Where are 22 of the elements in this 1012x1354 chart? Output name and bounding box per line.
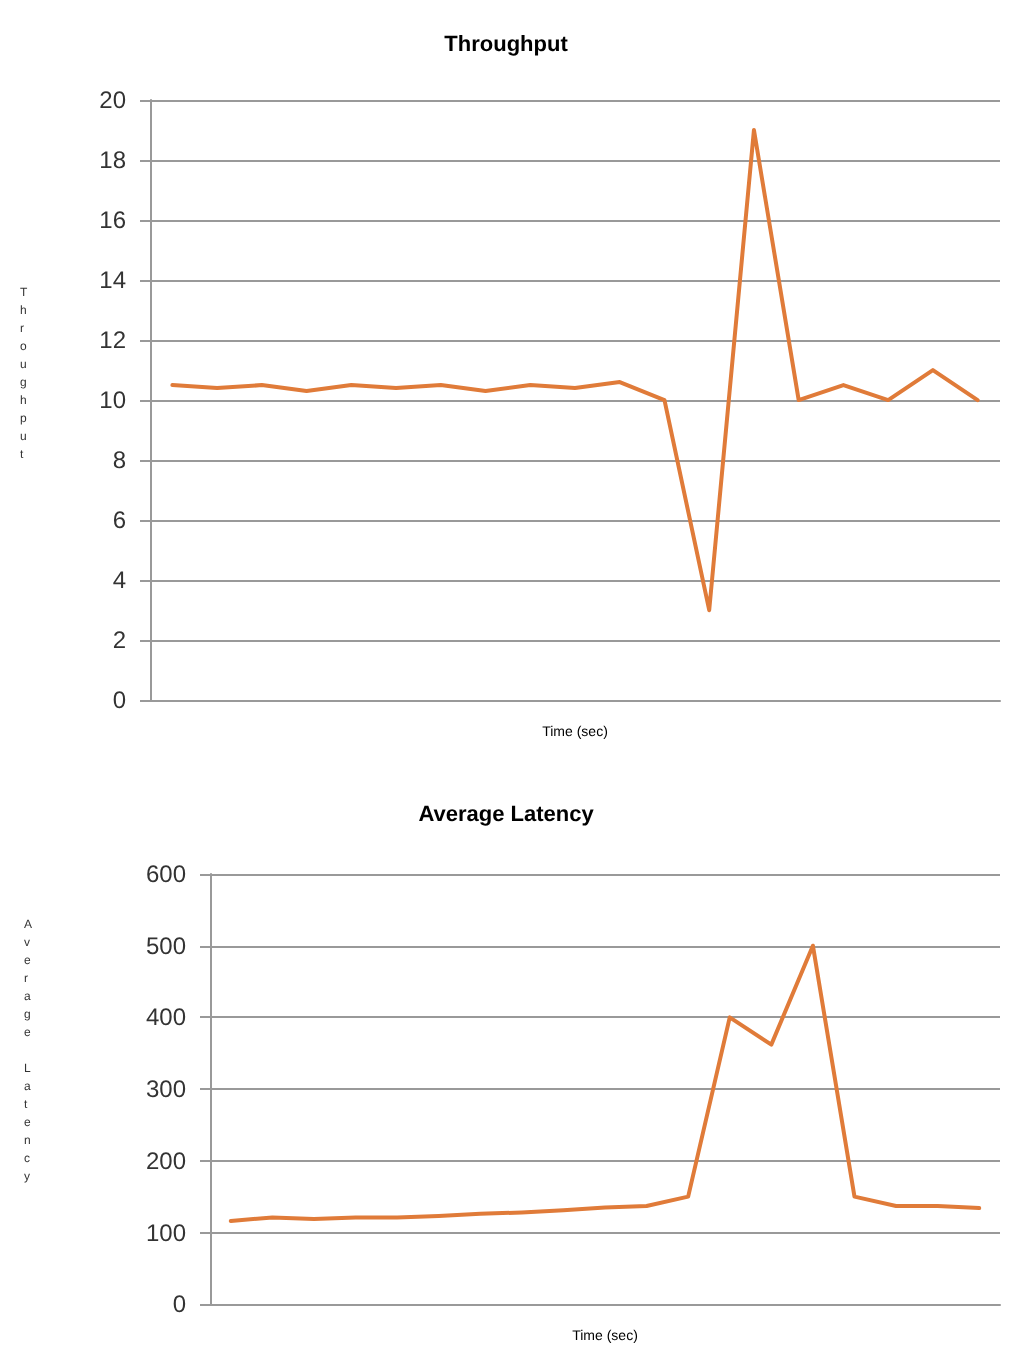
y-tick-label: 4 — [112, 566, 127, 595]
y-tick-label: 14 — [99, 266, 127, 295]
y-tick-label: 500 — [145, 931, 187, 960]
y-tick-label: 0 — [112, 686, 127, 715]
y-tick-label: 100 — [145, 1218, 187, 1247]
y-tick-label: 12 — [99, 326, 127, 355]
y-tick-label: 18 — [99, 146, 127, 175]
y-tick-label: 8 — [112, 446, 127, 475]
y-tick-label: 300 — [145, 1075, 187, 1104]
y-tick-label: 400 — [145, 1003, 187, 1032]
y-tick-label: 2 — [112, 626, 127, 655]
y-tick-label: 6 — [112, 506, 127, 535]
y-tick-label: 10 — [99, 386, 127, 415]
line-series — [170, 128, 980, 613]
y-tick-label: 0 — [172, 1290, 187, 1319]
chart-title: Throughput — [444, 33, 569, 57]
line-series — [228, 943, 982, 1224]
y-tick-label: 20 — [99, 86, 127, 114]
chart-title: Average Latency — [418, 803, 596, 827]
y-tick-label: 600 — [145, 860, 187, 888]
y-tick-label: 16 — [99, 206, 127, 235]
y-tick-label: 200 — [145, 1146, 187, 1175]
